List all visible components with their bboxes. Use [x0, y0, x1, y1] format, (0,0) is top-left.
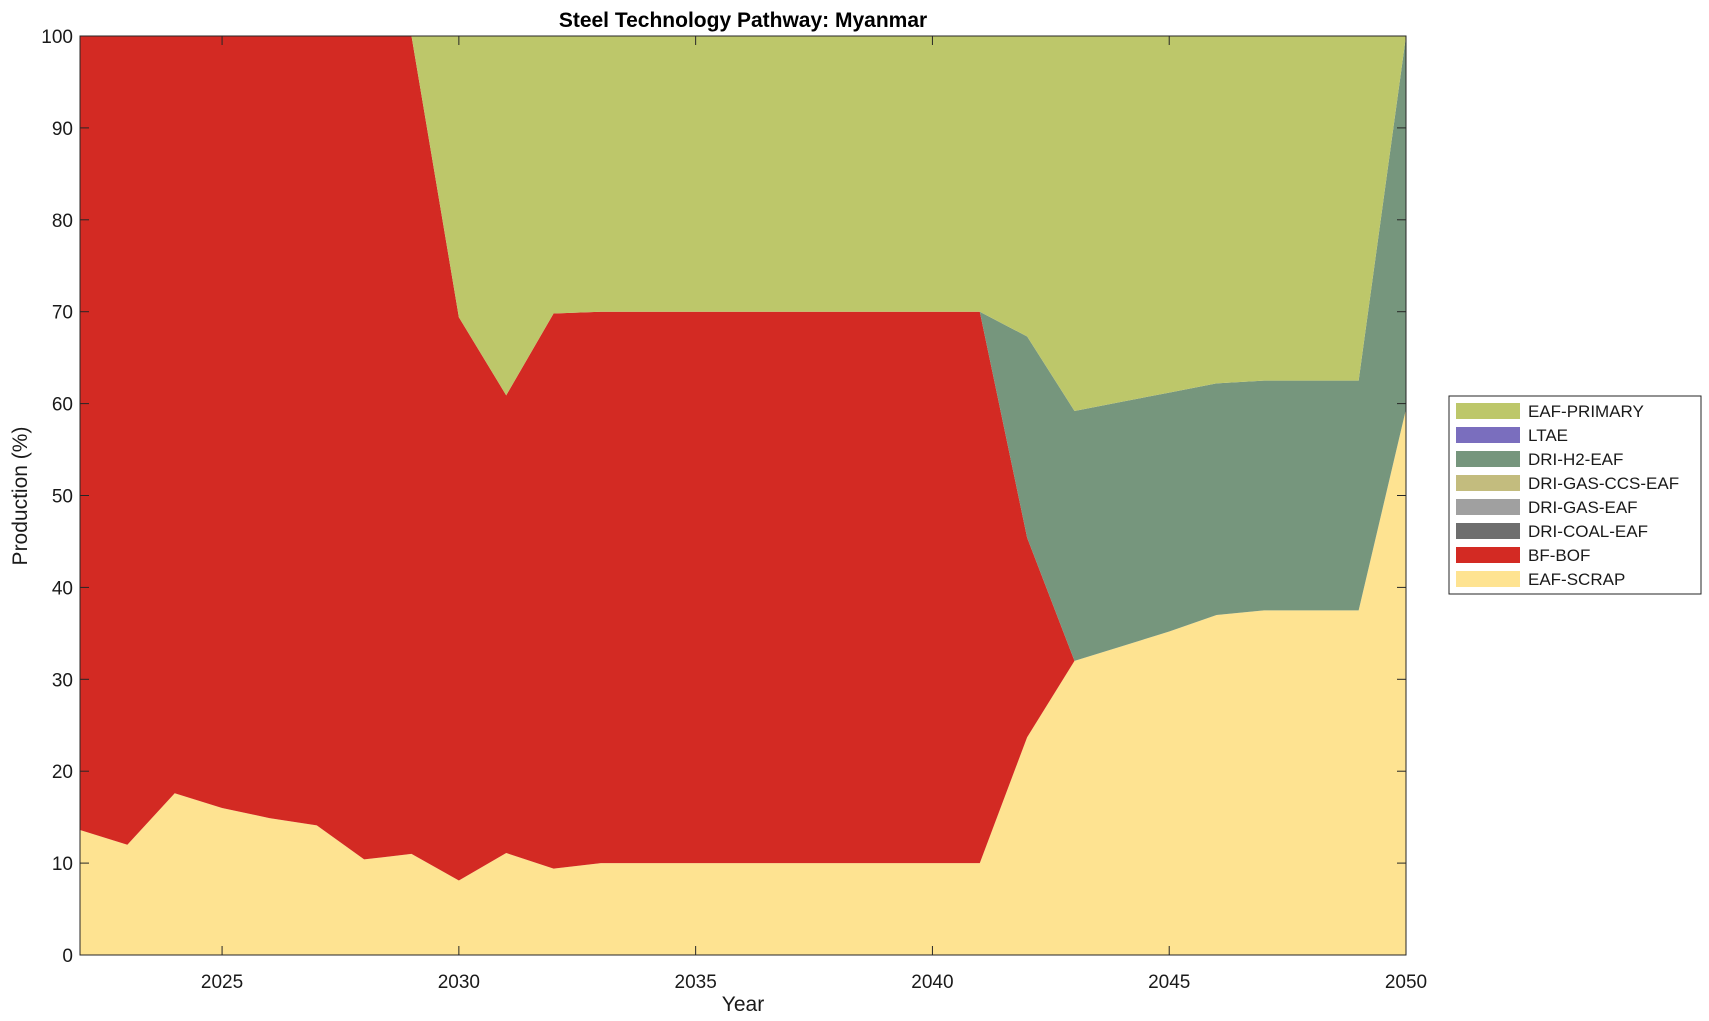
x-tick-label: 2040: [911, 972, 953, 993]
y-tick-label: 30: [52, 670, 73, 691]
legend-label-dri-coal-eaf: DRI-COAL-EAF: [1528, 522, 1648, 541]
x-tick-label: 2050: [1385, 972, 1427, 993]
legend-label-eaf-scrap: EAF-SCRAP: [1528, 570, 1625, 589]
area-eaf-primary: [80, 36, 1406, 411]
legend-swatch-dri-coal-eaf: [1456, 523, 1520, 539]
legend-swatch-eaf-scrap: [1456, 571, 1520, 587]
y-tick-label: 0: [62, 946, 73, 967]
legend-swatch-dri-h2-eaf: [1456, 451, 1520, 467]
y-axis-title: Production (%): [9, 427, 32, 566]
x-tick-label: 2025: [201, 972, 243, 993]
y-tick-label: 10: [52, 854, 73, 875]
area-eaf-scrap: [80, 409, 1406, 955]
y-tick-label: 90: [52, 119, 73, 140]
legend-label-eaf-primary: EAF-PRIMARY: [1528, 402, 1644, 421]
y-tick-label: 40: [52, 578, 73, 599]
legend-swatch-dri-gas-ccs-eaf: [1456, 475, 1520, 491]
x-tick-label: 2045: [1148, 972, 1190, 993]
area-bf-bof: [80, 36, 1406, 881]
x-tick-label: 2035: [675, 972, 717, 993]
y-tick-label: 50: [52, 487, 73, 508]
y-tick-label: 20: [52, 762, 73, 783]
legend-swatch-ltae: [1456, 427, 1520, 443]
x-tick-label: 2030: [438, 972, 480, 993]
y-tick-label: 70: [52, 303, 73, 324]
legend: EAF-PRIMARY LTAE DRI-H2-EAF DRI-GAS-CCS-EAF…: [1448, 395, 1702, 595]
y-tick-label: 60: [52, 395, 73, 416]
y-tick-label: 80: [52, 211, 73, 232]
legend-swatch-bf-bof: [1456, 547, 1520, 563]
x-axis-title: Year: [722, 993, 764, 1016]
y-tick-label: 100: [41, 27, 73, 48]
legend-swatch-dri-gas-eaf: [1456, 499, 1520, 515]
legend-label-dri-gas-ccs-eaf: DRI-GAS-CCS-EAF: [1528, 474, 1679, 493]
chart-title: Steel Technology Pathway: Myanmar: [559, 9, 927, 32]
axes: 2025 2030 2035 2040 2045 20500102030405060708…: [41, 27, 1427, 993]
stacked-areas: [80, 36, 1406, 955]
legend-swatch-eaf-primary: [1456, 403, 1520, 419]
legend-label-ltae: LTAE: [1528, 426, 1568, 445]
legend-label-bf-bof: BF-BOF: [1528, 546, 1590, 565]
legend-label-dri-h2-eaf: DRI-H2-EAF: [1528, 450, 1623, 469]
area-dri-h2-eaf: [80, 36, 1406, 661]
legend-label-dri-gas-eaf: DRI-GAS-EAF: [1528, 498, 1638, 517]
